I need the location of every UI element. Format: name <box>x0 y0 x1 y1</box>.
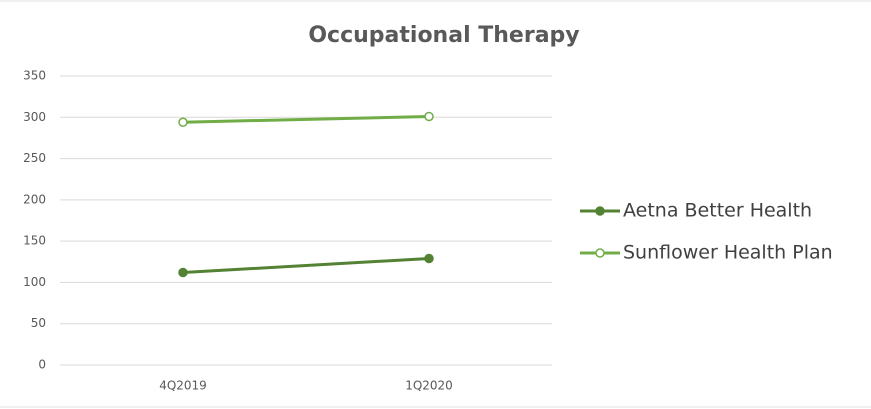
y-tick-label: 200 <box>23 192 46 206</box>
data-point <box>178 117 188 127</box>
y-tick-label: 300 <box>23 110 46 124</box>
data-point <box>424 111 434 122</box>
y-tick-label: 100 <box>23 275 46 289</box>
y-tick-label: 350 <box>23 69 46 83</box>
series-line <box>182 256 430 275</box>
x-tick-label: 1Q2020 <box>405 379 453 393</box>
legend-label: Aetna Better Health <box>623 200 812 222</box>
series-line <box>182 114 430 124</box>
chart-title: Occupational Therapy <box>308 23 579 48</box>
legend-marker <box>595 206 605 216</box>
legend-marker <box>595 248 605 258</box>
data-point <box>178 267 188 278</box>
y-tick-label: 250 <box>23 151 46 165</box>
x-tick-label: 4Q2019 <box>159 379 207 393</box>
legend-label: Sunflower Health Plan <box>623 242 833 264</box>
data-point <box>424 253 434 264</box>
y-tick-label: 150 <box>23 234 46 248</box>
y-tick-label: 0 <box>38 358 46 372</box>
y-tick-label: 50 <box>31 316 46 330</box>
